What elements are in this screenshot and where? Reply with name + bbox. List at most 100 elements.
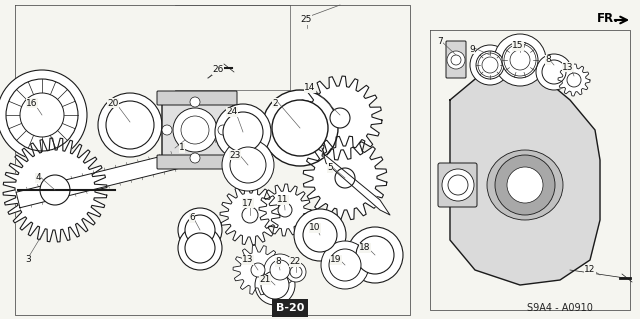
Circle shape <box>290 266 302 278</box>
Circle shape <box>476 51 504 79</box>
Text: 2: 2 <box>272 99 278 108</box>
Circle shape <box>178 208 222 252</box>
Polygon shape <box>220 185 280 245</box>
Ellipse shape <box>487 150 563 220</box>
Text: 8: 8 <box>545 56 551 64</box>
Circle shape <box>6 79 78 151</box>
Circle shape <box>542 60 566 84</box>
Text: 22: 22 <box>289 257 301 266</box>
Text: 23: 23 <box>229 151 241 160</box>
Text: 1: 1 <box>179 144 185 152</box>
Circle shape <box>185 215 215 245</box>
Circle shape <box>286 262 306 282</box>
Circle shape <box>223 112 263 152</box>
Circle shape <box>185 233 215 263</box>
Text: 20: 20 <box>108 99 118 108</box>
Circle shape <box>222 139 274 191</box>
Circle shape <box>356 236 394 274</box>
Circle shape <box>274 102 326 154</box>
Text: 4: 4 <box>35 174 41 182</box>
Polygon shape <box>450 65 600 285</box>
Circle shape <box>178 226 222 270</box>
Circle shape <box>98 93 162 157</box>
Circle shape <box>494 34 546 86</box>
Text: 26: 26 <box>212 65 224 75</box>
Circle shape <box>482 57 498 73</box>
Circle shape <box>447 51 465 69</box>
Circle shape <box>330 108 350 128</box>
Circle shape <box>190 97 200 107</box>
Circle shape <box>215 104 271 160</box>
Circle shape <box>504 44 536 76</box>
Circle shape <box>536 54 572 90</box>
Circle shape <box>230 147 266 183</box>
FancyBboxPatch shape <box>162 97 233 168</box>
FancyBboxPatch shape <box>157 155 237 169</box>
Text: 13: 13 <box>243 256 253 264</box>
Circle shape <box>40 175 70 205</box>
FancyBboxPatch shape <box>438 163 477 207</box>
Text: 17: 17 <box>243 198 253 207</box>
Circle shape <box>270 260 290 280</box>
Text: B-20: B-20 <box>276 303 304 313</box>
Circle shape <box>264 254 296 286</box>
Text: FR.: FR. <box>597 11 619 25</box>
Circle shape <box>448 175 468 195</box>
Circle shape <box>242 207 258 223</box>
Polygon shape <box>233 245 283 295</box>
Text: 24: 24 <box>227 108 237 116</box>
Polygon shape <box>322 148 390 215</box>
Circle shape <box>162 125 172 135</box>
Circle shape <box>347 227 403 283</box>
Polygon shape <box>3 138 107 242</box>
Circle shape <box>442 169 474 201</box>
Text: 14: 14 <box>304 84 316 93</box>
Circle shape <box>451 55 461 65</box>
Text: 8: 8 <box>275 257 281 266</box>
Text: 6: 6 <box>189 213 195 222</box>
Text: 9: 9 <box>469 44 475 54</box>
Text: 13: 13 <box>563 63 573 71</box>
Circle shape <box>478 53 502 77</box>
Circle shape <box>470 45 510 85</box>
Circle shape <box>335 168 355 188</box>
Polygon shape <box>259 184 311 236</box>
Polygon shape <box>303 136 387 220</box>
Text: 12: 12 <box>584 265 596 275</box>
Circle shape <box>262 90 338 166</box>
Circle shape <box>272 100 328 156</box>
Circle shape <box>218 125 228 135</box>
Circle shape <box>303 218 337 252</box>
Polygon shape <box>16 137 242 208</box>
Text: 15: 15 <box>512 41 524 50</box>
Text: 7: 7 <box>437 38 443 47</box>
FancyBboxPatch shape <box>446 41 466 78</box>
Text: S9A4 - A0910: S9A4 - A0910 <box>527 303 593 313</box>
Circle shape <box>510 50 530 70</box>
Text: 21: 21 <box>259 276 271 285</box>
Circle shape <box>106 101 154 149</box>
Text: 3: 3 <box>25 256 31 264</box>
Circle shape <box>20 93 64 137</box>
Text: 19: 19 <box>330 256 342 264</box>
Circle shape <box>495 155 555 215</box>
Text: 11: 11 <box>277 196 289 204</box>
Circle shape <box>0 70 87 160</box>
Circle shape <box>181 116 209 144</box>
Circle shape <box>261 271 289 299</box>
Text: 18: 18 <box>359 243 371 253</box>
Circle shape <box>507 167 543 203</box>
Polygon shape <box>298 76 382 160</box>
Circle shape <box>321 241 369 289</box>
Text: 5: 5 <box>327 164 333 173</box>
Text: 16: 16 <box>26 99 38 108</box>
Circle shape <box>278 203 292 217</box>
Polygon shape <box>558 64 590 96</box>
Circle shape <box>190 153 200 163</box>
Text: 25: 25 <box>300 16 312 25</box>
Circle shape <box>329 249 361 281</box>
Text: 10: 10 <box>309 224 321 233</box>
Circle shape <box>251 263 265 277</box>
Circle shape <box>502 42 538 78</box>
Circle shape <box>294 209 346 261</box>
